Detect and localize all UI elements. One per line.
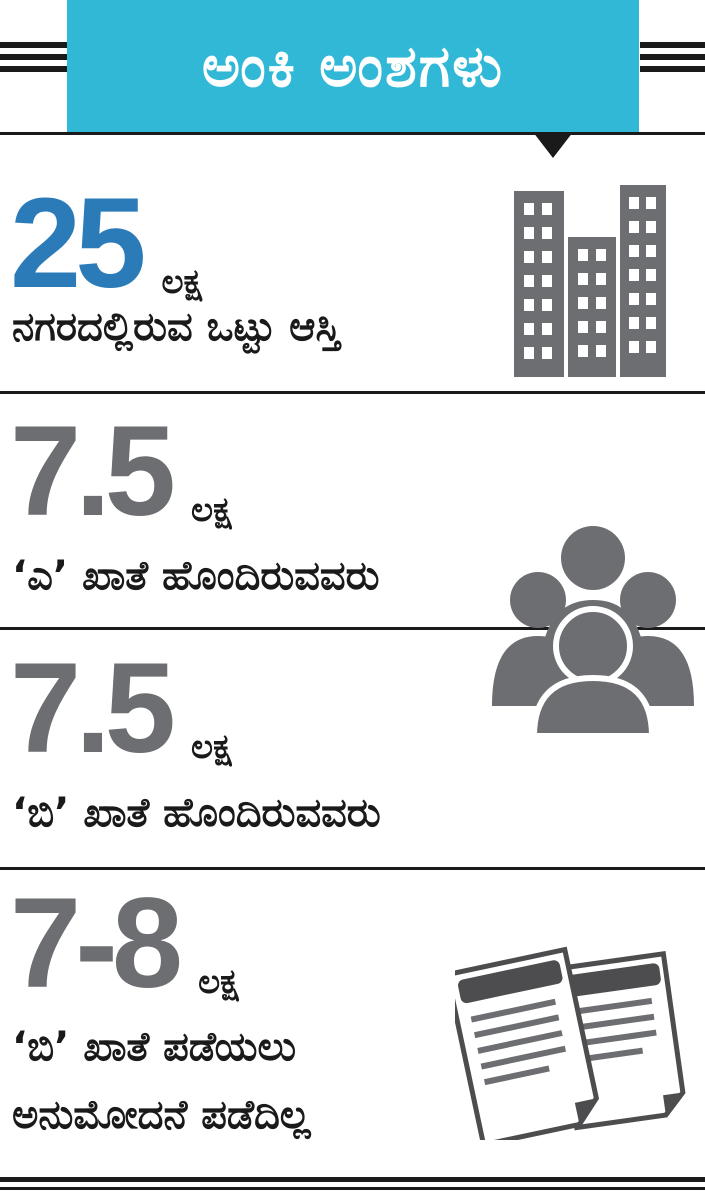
divider: [0, 627, 705, 630]
stat-number: 7.5: [10, 637, 176, 780]
divider: [0, 391, 705, 394]
stat-unit: ಲಕ್ಷ: [161, 262, 202, 302]
stat-description: ‘ಎ’ ಖಾತೆ ಹೊಂದಿರುವವರು: [12, 553, 380, 599]
stat-description-line2: ಅನುಮೋದನೆ ಪಡೆದಿಲ್ಲ: [12, 1092, 311, 1138]
stat-description: ‘ಬಿ’ ಖಾತೆ ಪಡೆಯಲು: [12, 1024, 297, 1070]
stat-block-a-khata: 7.5 ಲಕ್ಷ: [10, 408, 232, 536]
people-group-icon: [492, 526, 694, 736]
stat-block-b-khata: 7.5 ಲಕ್ಷ: [10, 645, 232, 773]
stat-unit: ಲಕ್ಷ: [198, 962, 239, 1002]
bottom-divider: [0, 1177, 705, 1182]
buildings-icon: [514, 185, 666, 377]
stat-unit: ಲಕ್ಷ: [191, 490, 232, 530]
stat-description: ನಗರದಲ್ಲಿರುವ ಒಟ್ಟು ಆಸ್ತಿ: [12, 304, 341, 350]
bottom-divider-thin: [0, 1187, 705, 1190]
stat-description: ‘ಬಿ’ ಖಾತೆ ಹೊಂದಿರುವವರು: [12, 790, 381, 836]
stat-number: 25: [10, 172, 146, 315]
stat-block-b-khata-pending: 7-8 ಲಕ್ಷ: [10, 880, 239, 1008]
divider: [0, 867, 705, 870]
page-title: ಅಂಕಿ ಅಂಶಗಳು: [201, 31, 505, 100]
stat-number: 7-8: [10, 872, 183, 1015]
title-banner: ಅಂಕಿ ಅಂಶಗಳು: [67, 0, 639, 132]
divider: [0, 132, 705, 135]
documents-icon: [455, 946, 686, 1140]
stat-block-total-properties: 25 ಲಕ್ಷ: [10, 180, 202, 308]
decorative-stripes-left: [0, 42, 70, 78]
stat-number: 7.5: [10, 400, 176, 543]
banner-pointer: [533, 132, 573, 158]
decorative-stripes-right: [640, 42, 705, 78]
stat-unit: ಲಕ್ಷ: [191, 727, 232, 767]
